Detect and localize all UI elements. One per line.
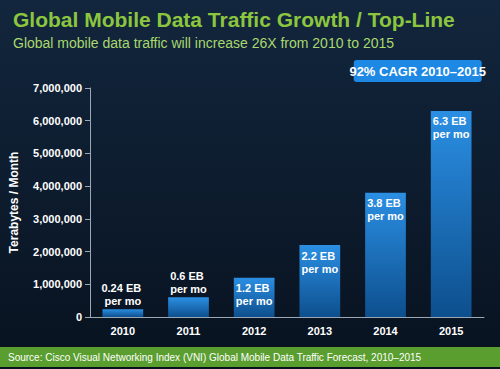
svg-text:1,000,000: 1,000,000 xyxy=(33,278,82,290)
svg-text:2015: 2015 xyxy=(439,325,463,337)
svg-text:per mo: per mo xyxy=(170,283,207,295)
svg-text:per mo: per mo xyxy=(236,295,273,307)
svg-text:Global Mobile Data Traffic Gro: Global Mobile Data Traffic Growth / Top-… xyxy=(13,8,455,31)
svg-text:0: 0 xyxy=(76,311,82,323)
svg-text:92% CAGR 2010–2015: 92% CAGR 2010–2015 xyxy=(349,64,486,79)
svg-text:per mo: per mo xyxy=(104,295,141,307)
svg-text:per mo: per mo xyxy=(433,128,470,140)
svg-text:2010: 2010 xyxy=(111,325,135,337)
svg-text:2.2 EB: 2.2 EB xyxy=(301,250,338,262)
svg-text:2011: 2011 xyxy=(177,325,201,337)
svg-text:per mo: per mo xyxy=(367,210,404,222)
svg-text:2012: 2012 xyxy=(242,325,266,337)
svg-text:2013: 2013 xyxy=(308,325,332,337)
svg-text:1.2 EB: 1.2 EB xyxy=(236,282,273,294)
svg-text:7,000,000: 7,000,000 xyxy=(33,82,82,94)
svg-text:0.6 EB: 0.6 EB xyxy=(170,270,207,282)
svg-text:2,000,000: 2,000,000 xyxy=(33,246,82,258)
svg-text:6.3 EB: 6.3 EB xyxy=(433,115,470,127)
svg-text:2014: 2014 xyxy=(373,325,398,337)
svg-text:6,000,000: 6,000,000 xyxy=(33,115,82,127)
svg-text:Source: Cisco Visual Networkin: Source: Cisco Visual Networking Index (V… xyxy=(8,352,422,363)
svg-text:5,000,000: 5,000,000 xyxy=(33,147,82,159)
svg-text:0.24 EB: 0.24 EB xyxy=(101,282,144,294)
svg-text:Terabytes / Month: Terabytes / Month xyxy=(7,152,21,254)
svg-text:3.8 EB: 3.8 EB xyxy=(367,197,404,209)
svg-text:4,000,000: 4,000,000 xyxy=(33,180,82,192)
svg-text:per mo: per mo xyxy=(301,263,338,275)
svg-text:3,000,000: 3,000,000 xyxy=(33,213,82,225)
svg-text:Global mobile data traffic wil: Global mobile data traffic will increase… xyxy=(13,35,394,51)
